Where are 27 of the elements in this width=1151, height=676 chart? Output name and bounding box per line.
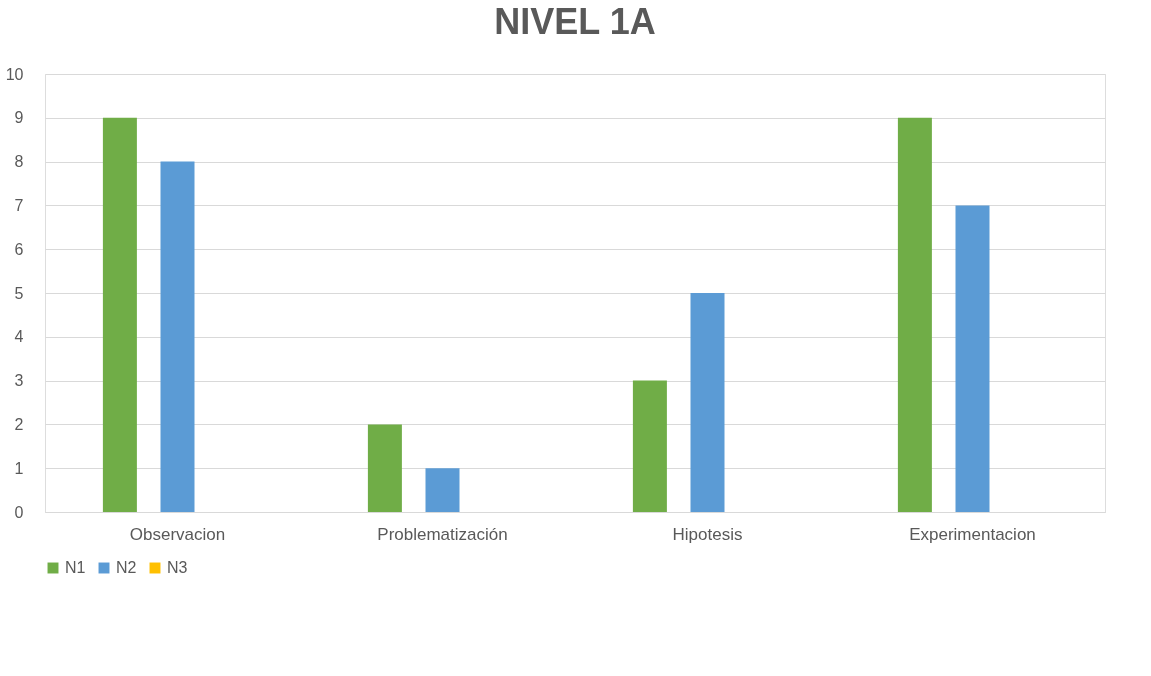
bar — [367, 424, 402, 512]
x-tick-label: Problematización — [377, 524, 508, 544]
x-tick-label: Observacion — [129, 524, 226, 544]
bar — [102, 117, 137, 512]
y-tick-label: 8 — [14, 153, 24, 171]
y-tick-label: 9 — [14, 109, 24, 127]
bar — [955, 205, 990, 512]
bar — [897, 117, 932, 512]
x-tick-label: Experimentacion — [909, 524, 1036, 544]
bar — [425, 468, 460, 512]
bar — [690, 293, 725, 512]
y-tick-label: 0 — [14, 503, 24, 521]
y-tick-label: 2 — [14, 415, 24, 433]
y-tick-label: 3 — [14, 372, 24, 390]
bar — [160, 161, 195, 512]
bar — [632, 380, 667, 512]
legend-label: N2 — [116, 559, 137, 576]
x-tick-label: Hipotesis — [672, 524, 743, 544]
y-tick-label: 1 — [14, 459, 24, 477]
legend-label: N3 — [167, 559, 188, 576]
y-tick-label: 10 — [5, 65, 24, 83]
y-tick-label: 4 — [14, 328, 24, 346]
y-tick-label: 6 — [14, 240, 24, 258]
y-tick-label: 7 — [14, 196, 24, 214]
legend-label: N1 — [65, 559, 86, 576]
y-tick-label: 5 — [14, 284, 24, 302]
chart-title: NIVEL 1A — [494, 1, 656, 42]
